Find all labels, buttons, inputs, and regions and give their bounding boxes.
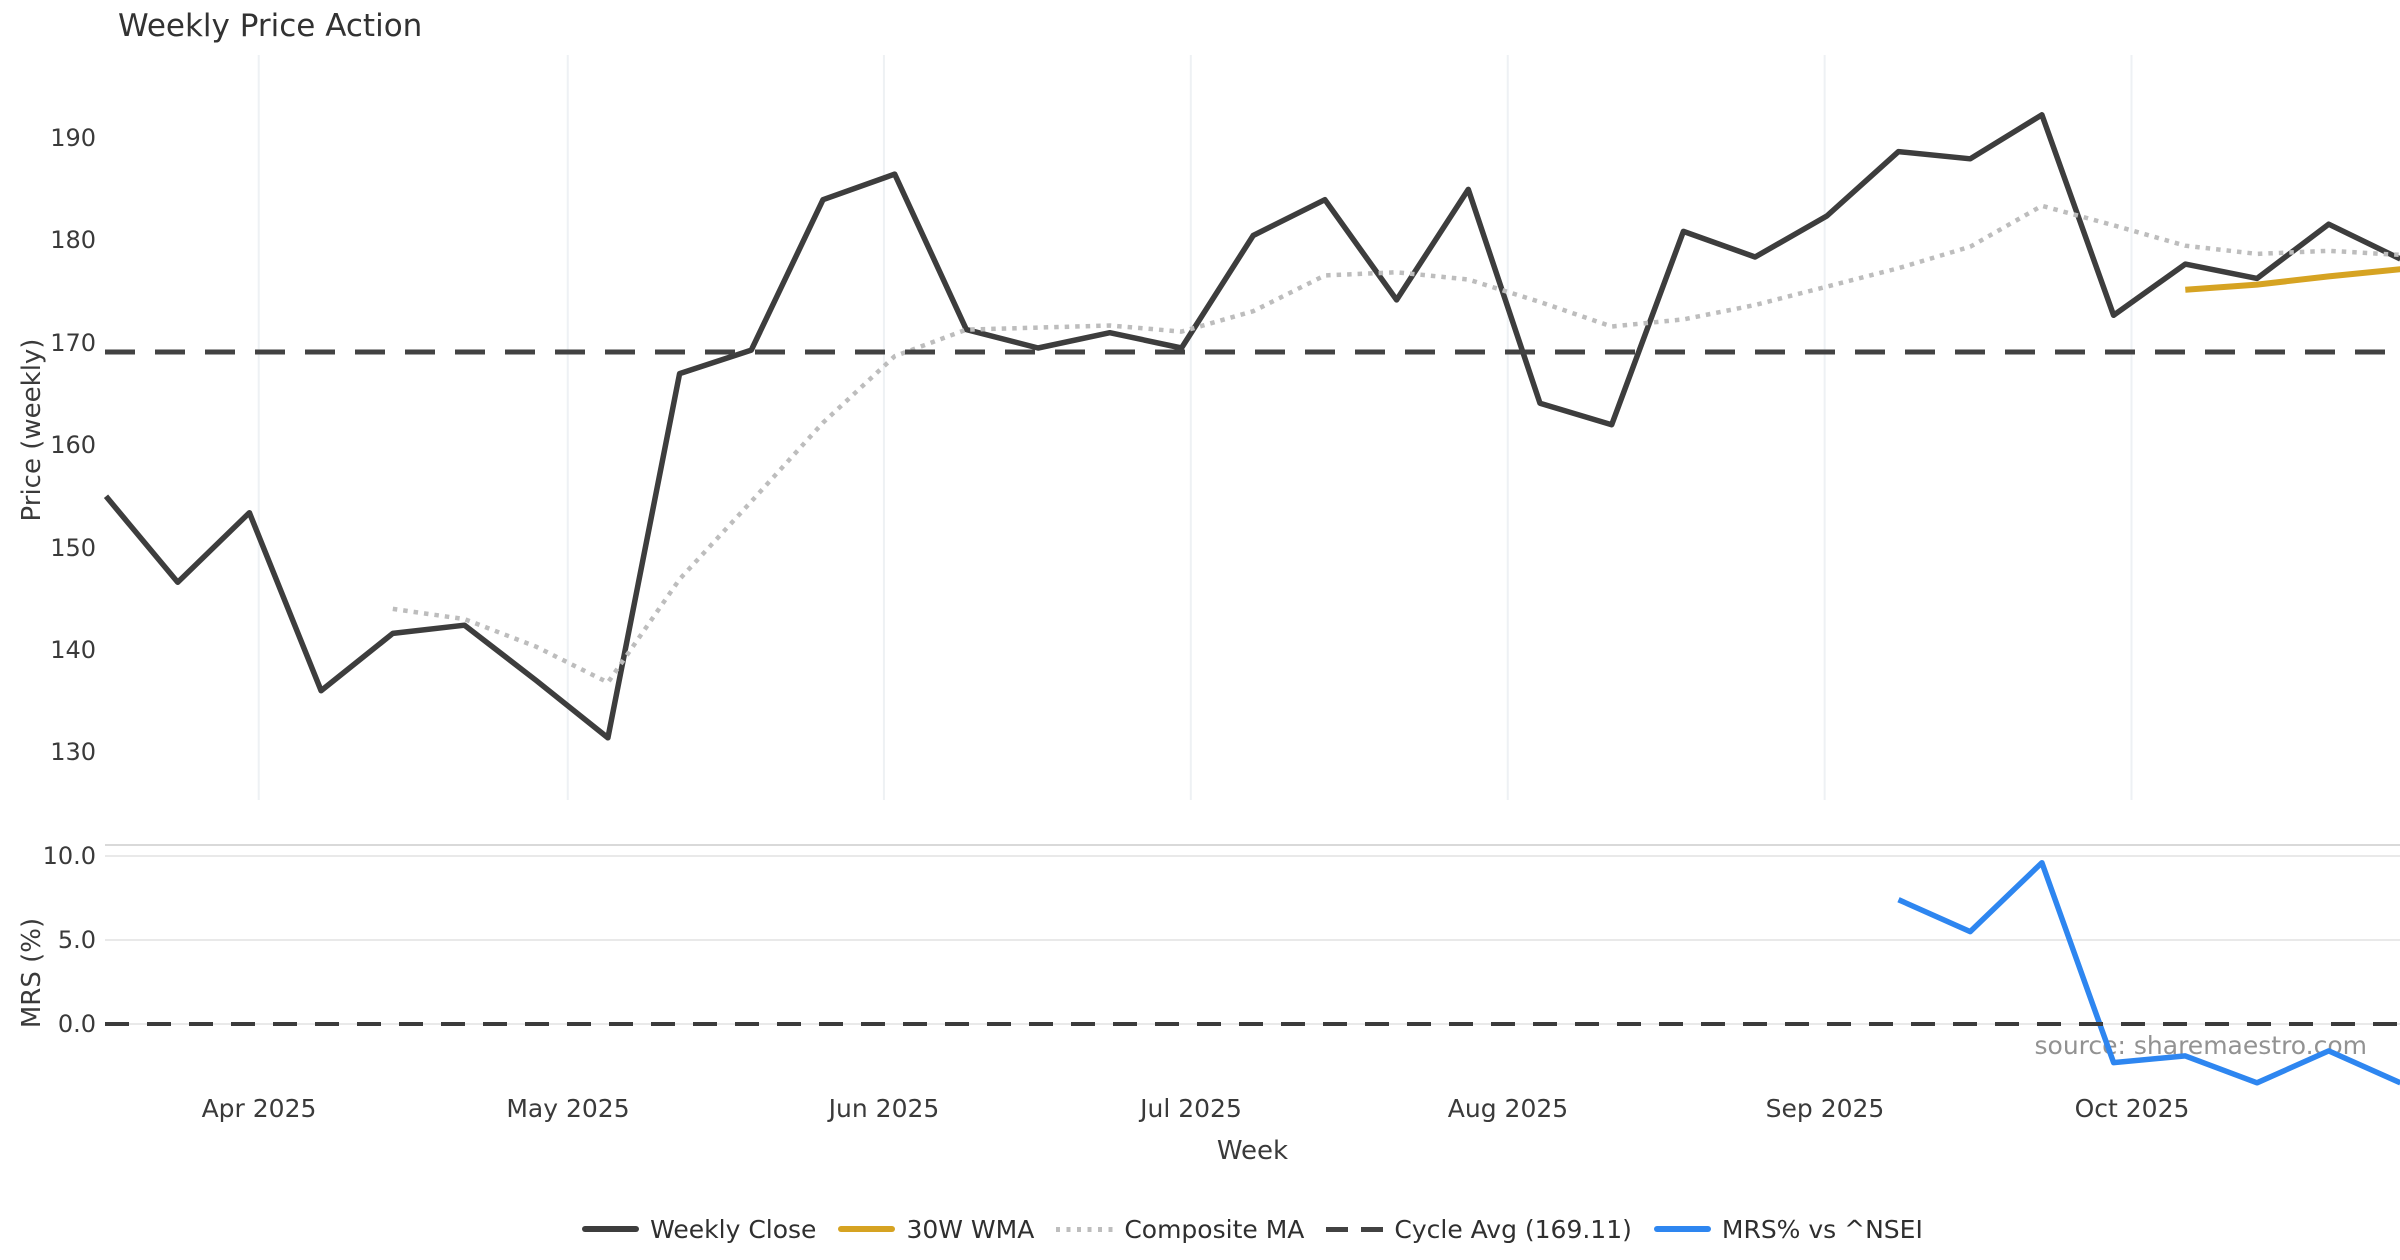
- legend-item-mrs: MRS% vs ^NSEI: [1653, 1214, 1923, 1244]
- xtick-sep-2025: Sep 2025: [1765, 1094, 1885, 1123]
- legend-label: 30W WMA: [906, 1214, 1035, 1244]
- mrs-line-icon: [1653, 1226, 1711, 1232]
- weekly-close-line-icon: [582, 1226, 640, 1232]
- mrs-ytick-10: 10.0: [42, 842, 96, 870]
- xtick-jun-2025: Jun 2025: [828, 1094, 940, 1123]
- mrs-axis-label: MRS (%): [17, 917, 47, 1029]
- legend-item-30w-wma: 30W WMA: [838, 1215, 1034, 1244]
- chart-title: Weekly Price Action: [118, 8, 423, 44]
- composite-ma-line-icon: [1056, 1226, 1114, 1232]
- legend-label: Composite MA: [1124, 1214, 1305, 1244]
- legend-label: Weekly Close: [650, 1214, 817, 1244]
- price-ytick-190: 190: [50, 124, 96, 152]
- xtick-jul-2025: Jul 2025: [1140, 1094, 1242, 1123]
- legend-label: MRS% vs ^NSEI: [1721, 1214, 1923, 1244]
- legend: Weekly Close 30W WMA Composite MA Cycle …: [105, 1210, 2400, 1248]
- legend-label: Cycle Avg (169.11): [1394, 1214, 1632, 1244]
- price-ytick-160: 160: [50, 431, 96, 459]
- mrs-ytick-5: 5.0: [57, 926, 96, 954]
- legend-item-cycle-avg: Cycle Avg (169.11): [1326, 1215, 1632, 1244]
- mrs-ytick-0: 0.0: [57, 1010, 96, 1038]
- xtick-oct-2025: Oct 2025: [2074, 1094, 2190, 1123]
- cycle-avg-line-icon: [1326, 1226, 1384, 1232]
- x-axis-label: Week: [1216, 1136, 1289, 1166]
- price-ytick-170: 170: [50, 329, 96, 357]
- price-ytick-180: 180: [50, 226, 96, 254]
- source-note: source: sharemaestro.com: [2034, 1031, 2368, 1060]
- xtick-apr-2025: Apr 2025: [201, 1094, 317, 1123]
- price-ytick-150: 150: [50, 534, 96, 562]
- price-ytick-130: 130: [50, 738, 96, 766]
- wma-line-icon: [838, 1226, 896, 1232]
- legend-item-weekly-close: Weekly Close: [582, 1215, 816, 1244]
- price-ytick-140: 140: [50, 636, 96, 664]
- xtick-aug-2025: Aug 2025: [1447, 1094, 1569, 1123]
- xtick-may-2025: May 2025: [506, 1094, 630, 1123]
- legend-item-composite-ma: Composite MA: [1056, 1215, 1304, 1244]
